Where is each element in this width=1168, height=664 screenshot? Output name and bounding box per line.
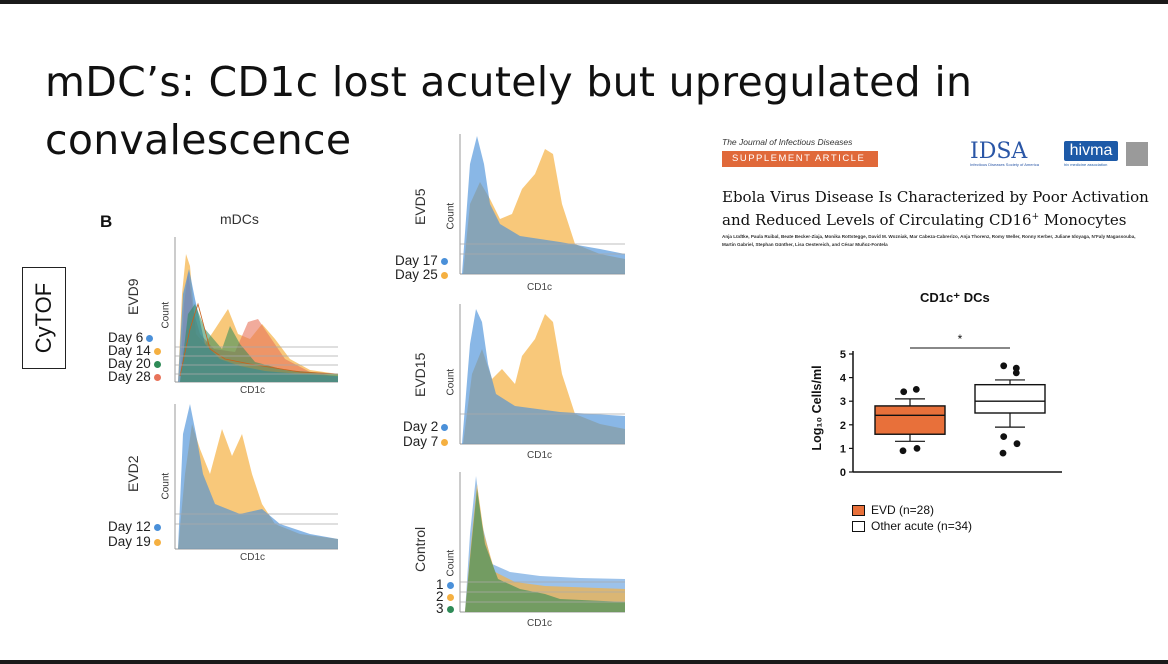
cytof-label-box: CyTOF bbox=[22, 267, 66, 369]
day-legend-evd9-2: Day 14 bbox=[108, 344, 161, 357]
day-legend-evd15-1: Day 2 bbox=[403, 420, 449, 433]
idsa-logo-subtitle: Infectious Diseases Society of America bbox=[970, 162, 1039, 167]
group-label-evd5: EVD5 bbox=[412, 188, 428, 225]
outlier-point bbox=[1012, 369, 1020, 377]
slide: mDC’s: CD1c lost acutely but upregulated… bbox=[0, 4, 1168, 660]
slide-title-line2: convalescence bbox=[45, 116, 352, 164]
y-tick-label: 0 bbox=[840, 467, 846, 479]
panel-header: mDCs bbox=[220, 211, 259, 227]
idsa-logo: IDSA bbox=[970, 139, 1028, 164]
day-legend-evd9-4: Day 28 bbox=[108, 370, 161, 383]
panel-letter: B bbox=[100, 212, 113, 231]
day-legend-evd5-2: Day 25 bbox=[395, 268, 448, 281]
legend-evd: EVD (n=28) bbox=[852, 503, 934, 517]
chart-y-label: Log₁₀ Cells/ml bbox=[810, 365, 824, 451]
histogram-control bbox=[459, 472, 625, 613]
day-legend-evd2-2: Day 19 bbox=[108, 535, 161, 548]
outlier-point bbox=[1000, 433, 1008, 440]
hivma-logo-subtitle: hiv medicine association bbox=[1064, 162, 1108, 167]
day-legend-evd9-3: Day 20 bbox=[108, 357, 161, 370]
outlier-point bbox=[913, 445, 921, 452]
outlier-point bbox=[1012, 364, 1020, 372]
paper-title: Ebola Virus Disease Is Characterized by … bbox=[722, 187, 1149, 230]
day-legend-evd2-1: Day 12 bbox=[108, 520, 161, 533]
legend-other-acute: Other acute (n=34) bbox=[852, 519, 972, 533]
x-label-evd5: CD1c bbox=[527, 282, 553, 293]
box-other-acute bbox=[974, 383, 1046, 414]
y-label-evd2: Count bbox=[160, 472, 172, 500]
histogram-figure bbox=[174, 134, 625, 613]
x-label-evd15: CD1c bbox=[527, 450, 553, 461]
histogram-evd2 bbox=[174, 404, 338, 550]
slide-title-line1: mDC’s: CD1c lost acutely but upregulated… bbox=[45, 58, 973, 106]
outlier-point bbox=[900, 388, 908, 396]
hivma-logo: hivma bbox=[1064, 141, 1118, 161]
hist-evd2-blue bbox=[178, 404, 338, 549]
group-label-evd15: EVD15 bbox=[412, 352, 428, 397]
paper-title-line2: and Reduced Levels of Circulating CD16+ … bbox=[722, 211, 1127, 229]
hist-evd9-green bbox=[180, 304, 338, 382]
hist-evd9-outline bbox=[179, 302, 339, 377]
day-legend-evd5-1: Day 17 bbox=[395, 254, 448, 267]
day-legend-control-2: 2 bbox=[436, 590, 454, 603]
significance-label: * bbox=[958, 334, 963, 346]
outlier-point bbox=[912, 386, 920, 393]
outlier-point bbox=[899, 447, 907, 455]
y-tick-label: 2 bbox=[840, 420, 846, 432]
box-evd bbox=[874, 405, 946, 435]
histogram-evd9 bbox=[174, 237, 339, 383]
paper-authors: Anja Lüdtke, Paula Ruibal, Beate Becker-… bbox=[722, 234, 1136, 247]
outlier-point bbox=[999, 449, 1007, 457]
day-legend-control-3: 3 bbox=[436, 602, 454, 615]
x-label-evd9: CD1c bbox=[240, 385, 266, 396]
y-tick-label: 5 bbox=[840, 349, 846, 361]
histogram-evd15 bbox=[459, 304, 625, 445]
group-label-evd9: EVD9 bbox=[125, 278, 141, 315]
y-tick-label: 3 bbox=[840, 396, 846, 408]
day-legend-evd15-2: Day 7 bbox=[403, 435, 449, 448]
paper-title-line1: Ebola Virus Disease Is Characterized by … bbox=[722, 188, 1149, 206]
x-label-control: CD1c bbox=[527, 618, 553, 629]
supplement-banner: SUPPLEMENT ARTICLE bbox=[722, 151, 878, 167]
journal-logo-box bbox=[1126, 142, 1148, 166]
day-legend-evd9-1: Day 6 bbox=[108, 331, 154, 344]
y-tick-label: 4 bbox=[840, 373, 847, 385]
hist-evd15-blue bbox=[462, 309, 625, 444]
histogram-evd5 bbox=[459, 134, 625, 275]
chart-title: CD1c⁺ DCs bbox=[920, 290, 990, 305]
boxplot-chart: 0 1 2 3 4 5 * bbox=[840, 334, 1062, 479]
x-label-evd2: CD1c bbox=[240, 552, 266, 563]
legend-swatch-evd bbox=[852, 505, 865, 517]
outlier-point bbox=[1000, 362, 1008, 370]
y-label-control: Count bbox=[445, 549, 457, 577]
y-label-evd5: Count bbox=[445, 202, 457, 230]
journal-name: The Journal of Infectious Diseases bbox=[722, 137, 853, 147]
group-label-control: Control bbox=[412, 526, 428, 572]
y-label-evd15: Count bbox=[445, 368, 457, 396]
legend-swatch-other bbox=[852, 521, 865, 533]
group-label-evd2: EVD2 bbox=[125, 455, 141, 492]
hist-evd5-blue bbox=[462, 136, 625, 274]
day-legend-control-1: 1 bbox=[436, 578, 454, 591]
y-label-evd9: Count bbox=[160, 301, 172, 329]
hist-control-orange bbox=[465, 484, 625, 612]
outlier-point bbox=[1013, 440, 1021, 448]
hist-control-green bbox=[465, 489, 625, 612]
y-tick-label: 1 bbox=[840, 443, 846, 455]
